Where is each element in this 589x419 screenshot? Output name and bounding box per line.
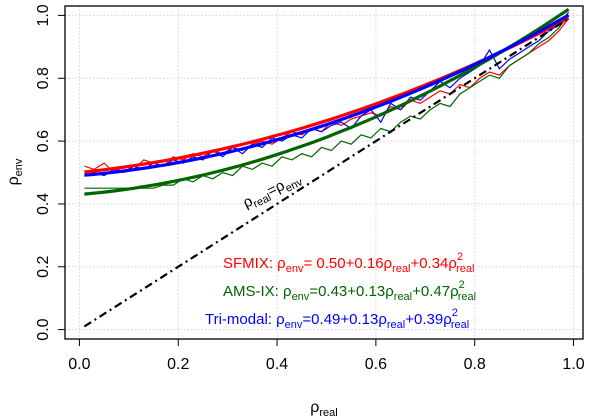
x-tick-label: 1.0: [562, 356, 584, 373]
x-tick-label: 0.0: [68, 356, 90, 373]
sfmix-fit-annotation: SFMIX: ρenv= 0.50+0.16ρreal+0.34ρ2 real: [223, 251, 474, 275]
axes: 0.0 0.2 0.4 0.6 0.8 1.0 0.0 0.2 0.4 0.6 0.8 1.0: [35, 4, 585, 373]
y-axis-title: ρenv: [5, 158, 25, 185]
x-tick-label: 0.6: [365, 356, 387, 373]
y-tick-label: 0.8: [35, 67, 52, 89]
y-tick-label: 0.4: [35, 193, 52, 215]
y-tick-label: 0.0: [35, 318, 52, 340]
series-line-trimodal: [84, 11, 570, 177]
series-line-amsix: [84, 15, 570, 189]
amsix-fit-annotation: AMS-IX: ρenv=0.43+0.13ρreal+0.47ρ2 real: [223, 279, 476, 303]
x-tick-label: 0.2: [167, 356, 189, 373]
grid-lines: [65, 6, 583, 339]
y-tick-label: 0.6: [35, 130, 52, 152]
plot-frame: [64, 5, 584, 340]
x-tick-label: 0.4: [266, 356, 288, 373]
reference-line-layer: [83, 17, 570, 328]
trimodal-fit-annotation: Tri-modal: ρenv=0.49+0.13ρreal+0.39ρ2 rea…: [205, 307, 469, 331]
series-layer: [84, 7, 570, 196]
x-tick-label: 0.8: [464, 356, 486, 373]
x-axis-title: ρreal: [310, 399, 337, 419]
y-tick-label: 0.2: [35, 256, 52, 278]
fit-curve-trimodal: [84, 13, 570, 177]
y-tick-label: 1.0: [35, 4, 52, 26]
reference-line: [83, 17, 570, 328]
